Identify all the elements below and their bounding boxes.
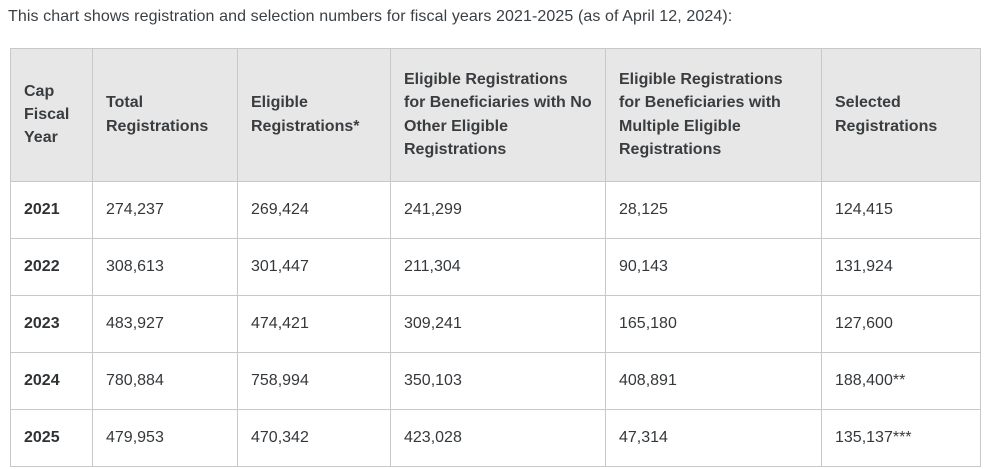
year-cell: 2023 <box>10 294 93 353</box>
value-cell: 47,314 <box>605 408 822 467</box>
value-cell: 309,241 <box>390 294 606 353</box>
value-cell: 780,884 <box>92 351 238 410</box>
value-cell: 124,415 <box>821 180 981 239</box>
value-cell: 274,237 <box>92 180 238 239</box>
table-row-2025: 2025 479,953 470,342 423,028 47,314 135,… <box>10 408 981 467</box>
chart-caption: This chart shows registration and select… <box>8 8 733 25</box>
column-header-eligible-registrations: Eligible Registrations* <box>237 47 391 182</box>
value-cell: 90,143 <box>605 237 822 296</box>
column-header-selected-registrations: Selected Registrations <box>821 47 981 182</box>
value-cell: 308,613 <box>92 237 238 296</box>
value-cell: 483,927 <box>92 294 238 353</box>
year-cell: 2021 <box>10 180 93 239</box>
value-cell: 350,103 <box>390 351 606 410</box>
value-cell: 758,994 <box>237 351 391 410</box>
year-cell: 2024 <box>10 351 93 410</box>
value-cell: 127,600 <box>821 294 981 353</box>
value-cell: 188,400** <box>821 351 981 410</box>
value-cell: 423,028 <box>390 408 606 467</box>
year-cell: 2022 <box>10 237 93 296</box>
table-row-2021: 2021 274,237 269,424 241,299 28,125 124,… <box>10 180 981 239</box>
value-cell: 28,125 <box>605 180 822 239</box>
registrations-table: Cap Fiscal Year Total Registrations Elig… <box>10 47 981 467</box>
column-header-eligible-no-other: Eligible Registrations for Beneficiaries… <box>390 47 606 182</box>
value-cell: 241,299 <box>390 180 606 239</box>
table-header-row: Cap Fiscal Year Total Registrations Elig… <box>10 47 981 182</box>
table-row-2024: 2024 780,884 758,994 350,103 408,891 188… <box>10 351 981 410</box>
year-cell: 2025 <box>10 408 93 467</box>
value-cell: 165,180 <box>605 294 822 353</box>
value-cell: 269,424 <box>237 180 391 239</box>
column-header-cap-fiscal-year: Cap Fiscal Year <box>10 47 93 182</box>
value-cell: 131,924 <box>821 237 981 296</box>
column-header-total-registrations: Total Registrations <box>92 47 238 182</box>
value-cell: 479,953 <box>92 408 238 467</box>
value-cell: 470,342 <box>237 408 391 467</box>
column-header-eligible-multiple: Eligible Registrations for Beneficiaries… <box>605 47 822 182</box>
value-cell: 301,447 <box>237 237 391 296</box>
value-cell: 135,137*** <box>821 408 981 467</box>
value-cell: 211,304 <box>390 237 606 296</box>
value-cell: 408,891 <box>605 351 822 410</box>
table-row-2022: 2022 308,613 301,447 211,304 90,143 131,… <box>10 237 981 296</box>
table-row-2023: 2023 483,927 474,421 309,241 165,180 127… <box>10 294 981 353</box>
value-cell: 474,421 <box>237 294 391 353</box>
